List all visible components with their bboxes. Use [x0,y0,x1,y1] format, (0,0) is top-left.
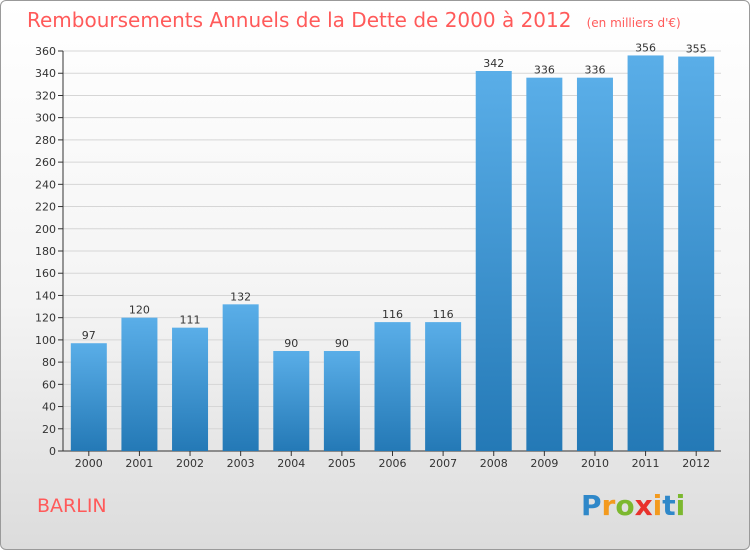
y-tick-label: 140 [35,289,56,302]
logo-letter: o [615,489,635,522]
x-tick-label: 2003 [227,457,255,470]
y-tick-label: 60 [42,378,56,391]
y-tick-label: 340 [35,67,56,80]
bar [576,77,613,452]
bar [70,343,107,451]
y-tick-label: 40 [42,401,56,414]
y-tick-label: 360 [35,45,56,58]
data-label: 336 [584,64,605,77]
data-label: 342 [483,57,504,70]
logo-letter: P [581,489,602,522]
logo-letter: r [601,489,616,522]
bar [172,327,209,451]
bar [526,77,563,452]
y-tick-label: 120 [35,312,56,325]
bar [323,351,360,451]
y-tick-label: 220 [35,201,56,214]
data-label: 90 [335,337,349,350]
y-tick-label: 320 [35,89,56,102]
data-labels: 97 120 111 132 90 90 116 116 342 336 336 356 355 [82,41,707,350]
logo-letter: t [662,489,676,522]
bar [374,322,411,451]
x-tick-label: 2007 [429,457,457,470]
data-label: 90 [284,337,298,350]
chart-subtitle: (en milliers d'€) [586,16,681,30]
x-tick-label: 2005 [328,457,356,470]
data-label: 336 [534,64,555,77]
logo-letter: i [675,489,686,522]
data-label: 355 [686,43,707,56]
y-tick-label: 300 [35,112,56,125]
x-tick-label: 2002 [176,457,204,470]
y-tick-label: 260 [35,156,56,169]
chart-title: Remboursements Annuels de la Dette de 20… [27,8,572,32]
data-label: 116 [382,308,403,321]
logo-letter: i [652,489,663,522]
data-label: 111 [180,314,201,327]
x-tick-label: 2012 [682,457,710,470]
logo-letter: x [634,489,653,522]
bar [627,55,664,451]
data-label: 356 [635,41,656,54]
bar [121,317,158,451]
y-tick-label: 20 [42,423,56,436]
bar [425,322,462,451]
proxiti-logo: Proxiti [581,489,685,522]
x-axis-tick-labels: 2000 2001 2002 2003 2004 2005 2006 2007 2008 2009… [75,457,710,470]
y-tick-label: 240 [35,178,56,191]
x-tick-label: 2000 [75,457,103,470]
x-tick-label: 2004 [277,457,305,470]
city-name: BARLIN [37,495,107,517]
y-tick-label: 160 [35,267,56,280]
y-axis-tick-labels: 0 20 40 60 80 100 120 140 160 180 200 220 240 260 280 3… [35,45,56,458]
x-tick-label: 2008 [480,457,508,470]
y-tick-label: 200 [35,223,56,236]
bar [678,56,715,452]
x-tick-label: 2006 [379,457,407,470]
bar [222,304,259,451]
y-tick-label: 180 [35,245,56,258]
x-tick-label: 2010 [581,457,609,470]
data-label: 120 [129,304,150,317]
y-tick-label: 280 [35,134,56,147]
bar [273,351,310,451]
y-tick-label: 0 [49,445,56,458]
x-tick-label: 2001 [125,457,153,470]
data-label: 97 [82,329,96,342]
bar [475,71,512,451]
data-label: 132 [230,290,251,303]
bars [70,55,715,452]
data-label: 116 [433,308,454,321]
x-tick-label: 2009 [530,457,558,470]
y-tick-label: 100 [35,334,56,347]
x-tick-label: 2011 [632,457,660,470]
chart-title-block: Remboursements Annuels de la Dette de 20… [27,8,681,32]
y-tick-label: 80 [42,356,56,369]
